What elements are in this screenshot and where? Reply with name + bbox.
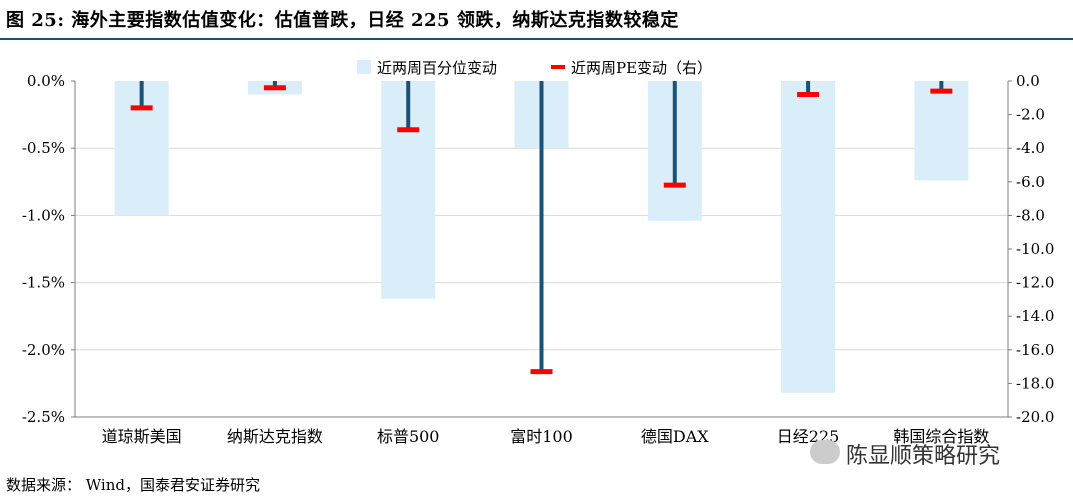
category-label: 纳斯达克指数	[227, 427, 323, 446]
left-tick-label: -2.5%	[22, 408, 65, 426]
right-tick-label: -12.0	[1016, 274, 1054, 292]
right-tick-label: -6.0	[1016, 173, 1045, 191]
right-tick-label: -8.0	[1016, 206, 1045, 224]
right-tick-label: 0.0	[1016, 72, 1040, 90]
left-tick-label: 0.0%	[27, 72, 65, 90]
legend-label-pe: 近两周PE变动（右）	[571, 59, 712, 77]
right-tick-label: -20.0	[1016, 408, 1054, 426]
title-bar: 图 25: 海外主要指数估值变化：估值普跌，日经 225 领跌，纳斯达克指数较稳…	[0, 0, 1073, 40]
legend-swatch-bar	[357, 60, 371, 74]
legend-label-bar: 近两周百分位变动	[377, 59, 497, 77]
left-tick-label: -2.0%	[22, 341, 65, 359]
right-tick-label: -16.0	[1016, 341, 1054, 359]
category-label: 富时100	[510, 427, 573, 446]
right-tick-label: -10.0	[1016, 240, 1054, 258]
category-label: 道琼斯美国	[102, 427, 182, 446]
watermark-text: 陈显顺策略研究	[846, 444, 1001, 469]
category-label: 韩国综合指数	[893, 427, 989, 446]
bar	[914, 81, 969, 181]
left-tick-label: -0.5%	[22, 139, 65, 157]
right-tick-label: -2.0	[1016, 106, 1045, 124]
chart: 0.0% -0.5% -1.0% -1.5% -2.0% -2.5% 0.0 -2.0 -4.0…	[22, 59, 1055, 446]
right-tick-label: -18.0	[1016, 374, 1054, 392]
right-tick-label: -4.0	[1016, 139, 1045, 157]
source-note: 数据来源： Wind，国泰君安证券研究	[6, 476, 260, 494]
bar	[781, 81, 836, 393]
left-tick-label: -1.0%	[22, 206, 65, 224]
category-label: 德国DAX	[641, 427, 709, 446]
wechat-icon	[810, 440, 840, 464]
watermark: 陈显顺策略研究	[810, 436, 1050, 470]
figure-title: 图 25: 海外主要指数估值变化：估值普跌，日经 225 领跌，纳斯达克指数较稳…	[6, 10, 679, 31]
pe-series	[130, 81, 953, 375]
right-tick-label: -14.0	[1016, 307, 1054, 325]
axes: 0.0% -0.5% -1.0% -1.5% -2.0% -2.5% 0.0 -2.0 -4.0…	[22, 72, 1055, 446]
category-label: 标普500	[377, 427, 440, 446]
left-tick-label: -1.5%	[22, 274, 65, 292]
legend: 近两周百分位变动 近两周PE变动（右）	[357, 59, 712, 77]
